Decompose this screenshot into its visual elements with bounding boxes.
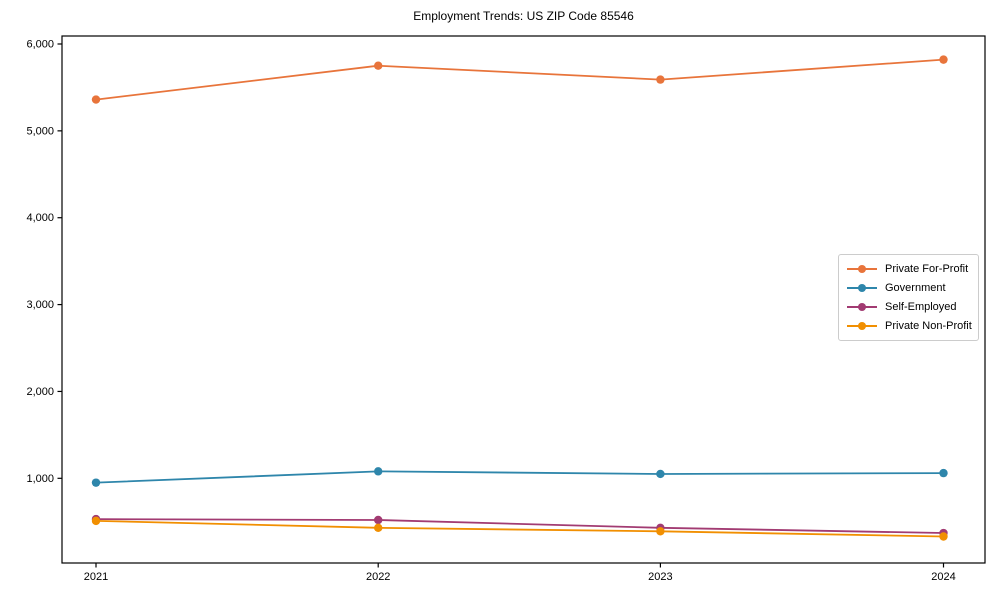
- series-government: [91, 467, 948, 487]
- series-line: [95, 519, 944, 538]
- legend: Private For-Profit Government Self-Emplo…: [838, 254, 979, 341]
- data-point-marker: [374, 61, 383, 70]
- data-point-marker: [374, 467, 383, 476]
- data-point-marker: [374, 523, 383, 533]
- chart-title: Employment Trends: US ZIP Code 85546: [413, 9, 634, 23]
- legend-item-government: Government: [847, 278, 970, 297]
- legend-line-marker-icon: [847, 263, 877, 274]
- legend-label: Private For-Profit: [885, 262, 969, 275]
- x-tick-label: 2021: [84, 571, 108, 583]
- series-line: [95, 518, 944, 534]
- x-tick-label: 2022: [366, 571, 390, 583]
- data-point-marker: [91, 478, 101, 487]
- legend-line-marker-icon: [847, 321, 877, 332]
- data-point-marker: [374, 515, 383, 525]
- series-line: [95, 58, 944, 101]
- series-private-non-profit: [91, 516, 948, 541]
- y-axis: 1,000 2,000 3,000 4,000 5,000 6,000: [26, 38, 62, 485]
- data-point-marker: [91, 516, 101, 526]
- legend-item-self-employed: Self-Employed: [847, 298, 970, 317]
- data-point-marker: [939, 55, 948, 64]
- x-axis: 2021 2022 2023 2024: [84, 563, 956, 583]
- data-point-marker: [939, 532, 948, 541]
- series-line: [95, 470, 944, 484]
- plot-frame: [61, 35, 986, 564]
- data-point-marker: [91, 95, 101, 104]
- legend-item-private-non-profit: Private Non-Profit: [847, 317, 972, 336]
- data-point-marker: [656, 75, 665, 84]
- y-tick-label: 2,000: [26, 386, 54, 398]
- data-point-marker: [656, 527, 665, 536]
- legend-item-private-for-profit: Private For-Profit: [847, 259, 970, 278]
- y-tick-label: 4,000: [26, 212, 54, 224]
- data-point-marker: [656, 469, 665, 479]
- legend-line-marker-icon: [847, 302, 877, 313]
- data-point-marker: [939, 468, 948, 478]
- legend-line-marker-icon: [847, 282, 877, 293]
- legend-label: Government: [885, 281, 946, 294]
- y-tick-label: 6,000: [26, 38, 54, 50]
- y-tick-label: 3,000: [26, 299, 54, 311]
- series-private-for-profit: [91, 55, 948, 104]
- x-tick-label: 2024: [931, 571, 955, 583]
- y-tick-label: 5,000: [26, 125, 54, 137]
- legend-label: Self-Employed: [885, 301, 957, 314]
- y-tick-label: 1,000: [26, 473, 54, 485]
- legend-label: Private Non-Profit: [885, 320, 972, 333]
- x-tick-label: 2023: [648, 571, 672, 583]
